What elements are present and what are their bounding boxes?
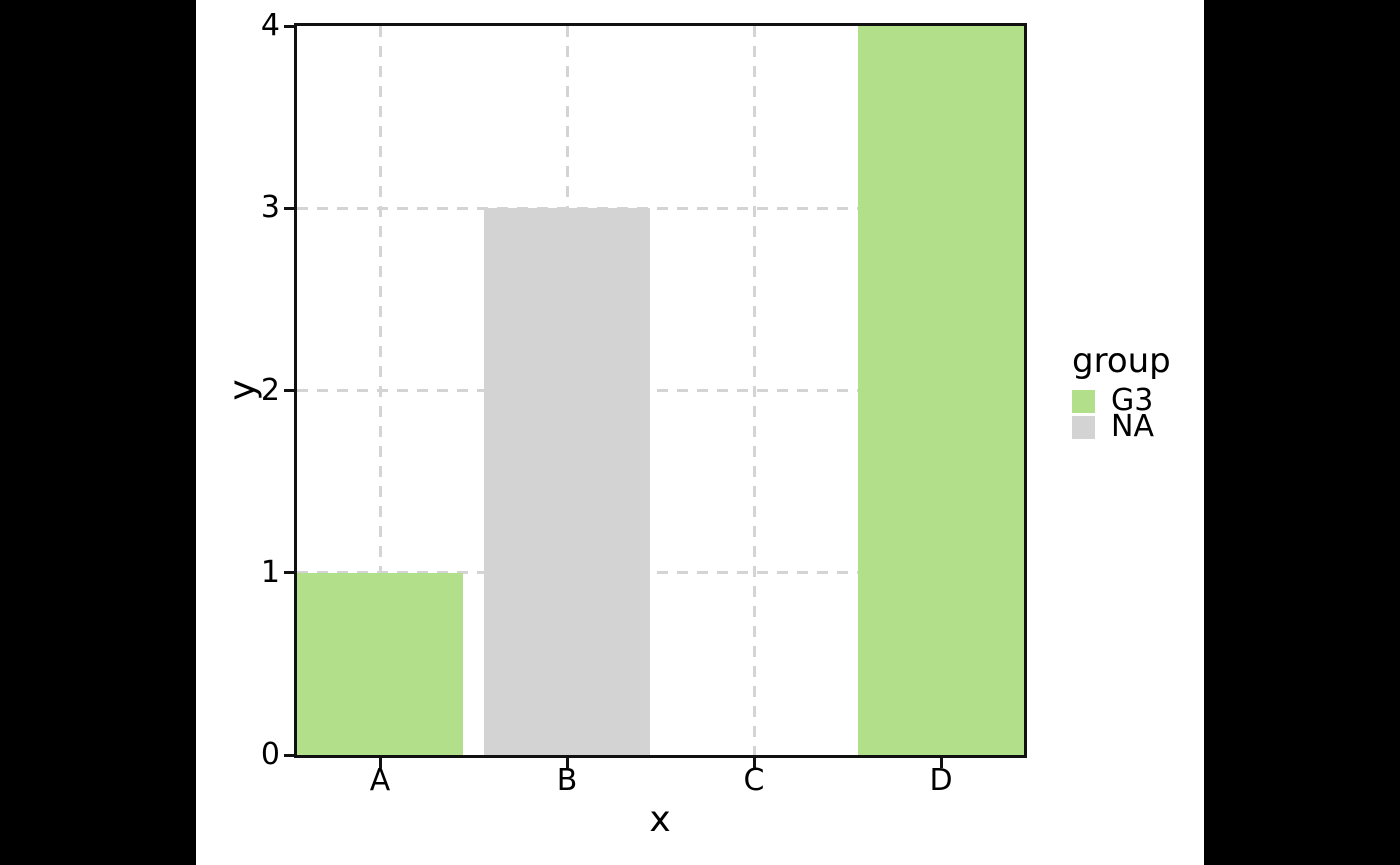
y-tick-label-1: 1 [260,554,280,590]
bar-D [858,26,1024,755]
y-tick-4 [284,24,297,28]
x-tick-B [565,755,569,768]
x-tick-label-D: D [929,763,953,798]
gridline-y-3 [297,206,1024,210]
legend-items: G3 NA [1072,383,1392,444]
letterbox-left [0,0,196,865]
legend-title: group [1072,341,1171,381]
bar-B [484,208,650,755]
plot-panel [297,26,1024,755]
gridline-y-1 [297,571,1024,575]
legend-swatch-NA [1072,415,1095,439]
y-tick-3 [284,206,297,210]
letterbox-right [1204,0,1400,865]
x-tick-label-A: A [369,763,391,798]
y-tick-label-4: 4 [260,8,280,43]
x-tick-label-C: C [743,763,765,798]
legend-label-G3: G3 [1111,383,1154,418]
gridline-y-2 [297,389,1024,392]
x-tick-label-B: B [556,763,578,798]
legend-item-G3: G3 [1072,383,1392,418]
y-tick-0 [284,753,297,757]
y-tick-label-2: 2 [260,372,280,408]
x-axis-title: x [649,799,671,840]
y-tick-1 [284,571,297,575]
legend-label-NA: NA [1111,409,1154,444]
legend-item-NA: NA [1072,409,1392,444]
y-tick-2 [284,389,297,392]
legend-swatch-G3 [1072,389,1095,413]
x-tick-A [378,755,382,768]
y-tick-label-3: 3 [260,190,280,226]
x-tick-C [752,755,756,768]
bar-A [297,572,463,755]
legend: group G3 NA [1072,341,1392,444]
y-tick-label-0: 0 [260,737,280,772]
x-tick-D [939,755,943,768]
